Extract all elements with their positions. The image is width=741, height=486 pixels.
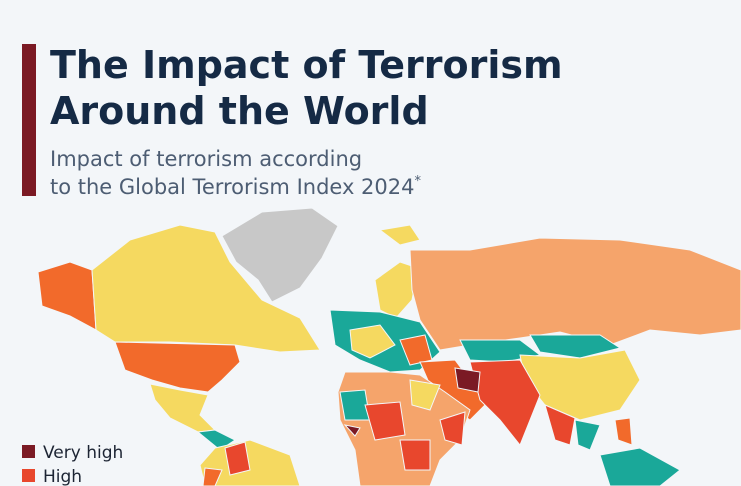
title-line: The Impact of Terrorism [50,43,563,87]
title-line: Around the World [50,89,429,133]
subtitle-line: to the Global Terrorism Index 2024* [50,174,422,199]
china [519,349,641,421]
world-map [37,207,741,486]
burkina-faso [343,424,361,437]
south-asia [469,359,541,446]
peru [202,467,223,486]
footnote-mark: * [415,174,422,189]
central-africa [399,439,431,471]
legend-swatch [22,445,35,458]
legend-label: Very high [43,443,123,463]
greenland [221,207,339,303]
philippines [614,417,633,446]
legend-swatch [22,469,35,482]
south-america [199,439,301,486]
usa [114,341,241,393]
subtitle-text: to the Global Terrorism Index 2024 [50,175,415,199]
western-europe [349,324,396,359]
legend: Very high High [22,443,123,486]
accent-bar [22,44,36,196]
myanmar [544,404,576,446]
mongolia [529,334,622,359]
sahel [364,401,406,441]
russia [409,237,741,351]
scandinavia [374,261,419,319]
somalia [439,411,466,446]
colombia [224,441,251,476]
subtitle-line: Impact of terrorism according [50,147,362,171]
legend-label: High [43,467,82,486]
indonesia [599,447,681,486]
svalbard [378,224,421,246]
egypt [409,379,441,411]
ukraine [399,334,433,366]
afghanistan [454,367,481,393]
alaska [37,261,97,331]
southeast-asia [574,419,601,451]
central-america [196,429,236,451]
